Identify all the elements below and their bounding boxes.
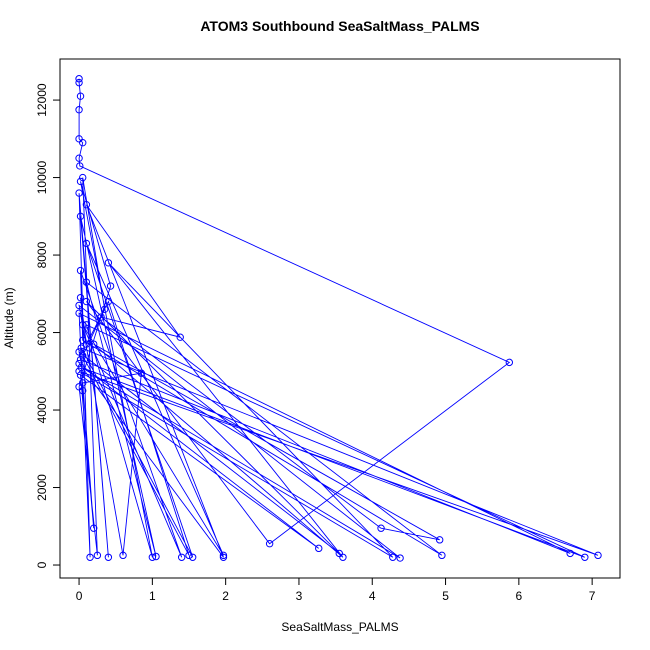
data-point: [79, 173, 87, 182]
data-point: [137, 369, 146, 377]
data-point: [77, 363, 85, 372]
data-point: [82, 200, 91, 209]
data-point: [76, 293, 85, 302]
data-point: [176, 333, 184, 341]
data-point: [76, 212, 85, 221]
data-point: [106, 282, 115, 290]
data-point: [86, 553, 94, 561]
data-point: [82, 239, 91, 248]
data-point: [75, 301, 83, 310]
data-point: [104, 297, 113, 306]
data-point: [219, 553, 228, 561]
data-point: [389, 553, 397, 561]
y-tick-label: 2000: [35, 474, 49, 501]
data-point: [93, 551, 102, 560]
data-point: [75, 348, 83, 356]
data-point: [76, 162, 84, 170]
y-tick-label: 10000: [35, 161, 49, 195]
y-tick-label: 4000: [35, 396, 49, 423]
x-axis-label: SeaSaltMass_PALMS: [281, 620, 398, 634]
data-point: [79, 138, 87, 147]
x-tick-label: 5: [442, 589, 449, 603]
data-point: [104, 553, 113, 561]
data-point: [75, 383, 83, 391]
data-point: [435, 536, 444, 544]
data-point: [75, 106, 83, 114]
data-point: [75, 78, 83, 87]
data-point: [315, 544, 323, 553]
plot-box: [59, 58, 621, 579]
data-point: [82, 321, 91, 329]
y-tick-label: 6000: [35, 319, 49, 346]
data-point: [265, 540, 274, 548]
data-point: [97, 313, 105, 321]
data-point: [79, 336, 87, 344]
data-point: [76, 92, 85, 100]
data-point: [188, 553, 197, 561]
data-point: [152, 552, 160, 561]
data-point: [148, 553, 157, 561]
data-point: [79, 386, 87, 395]
data-point: [581, 553, 589, 561]
data-point: [75, 309, 83, 317]
y-tick-label: 8000: [35, 241, 49, 268]
data-point: [438, 551, 446, 560]
data-point: [177, 553, 186, 561]
data-point: [185, 551, 193, 560]
data-point: [75, 75, 83, 83]
data-point: [90, 340, 98, 348]
y-tick-label: 12000: [35, 83, 49, 117]
data-point: [101, 305, 109, 313]
data-point: [335, 549, 343, 558]
data-point: [75, 154, 83, 162]
x-tick-label: 0: [76, 589, 83, 603]
data-point: [90, 524, 98, 532]
data-point: [505, 358, 514, 367]
data-point: [77, 344, 85, 352]
data-point: [79, 379, 87, 387]
x-tick-label: 3: [296, 589, 303, 603]
y-tick-label: 0: [35, 561, 49, 568]
data-point: [119, 551, 127, 560]
data-point: [566, 549, 574, 558]
data-point: [339, 553, 347, 561]
data-point: [82, 340, 91, 348]
data-point: [594, 551, 602, 560]
data-point: [76, 266, 85, 275]
data-point: [219, 551, 228, 560]
x-tick-label: 2: [222, 589, 229, 603]
data-point: [76, 371, 85, 379]
data-point: [75, 135, 83, 143]
chart-title: ATOM3 Southbound SeaSaltMass_PALMS: [200, 18, 479, 34]
data-point: [82, 278, 91, 286]
data-point: [79, 321, 87, 329]
x-tick-label: 6: [516, 589, 523, 603]
data-point: [82, 297, 91, 306]
x-tick-label: 1: [149, 589, 156, 603]
x-tick-label: 7: [589, 589, 596, 603]
data-point: [76, 177, 85, 186]
data-point: [75, 359, 83, 368]
data-point: [75, 367, 83, 375]
data-point: [75, 189, 83, 197]
data-point: [377, 524, 385, 532]
data-point: [104, 259, 113, 267]
data-point: [396, 554, 404, 562]
data-line: [78, 78, 599, 559]
data-point: [79, 352, 87, 360]
data-point: [76, 355, 85, 364]
y-axis-label: Altitude (m): [2, 287, 16, 348]
x-tick-label: 4: [369, 589, 376, 603]
